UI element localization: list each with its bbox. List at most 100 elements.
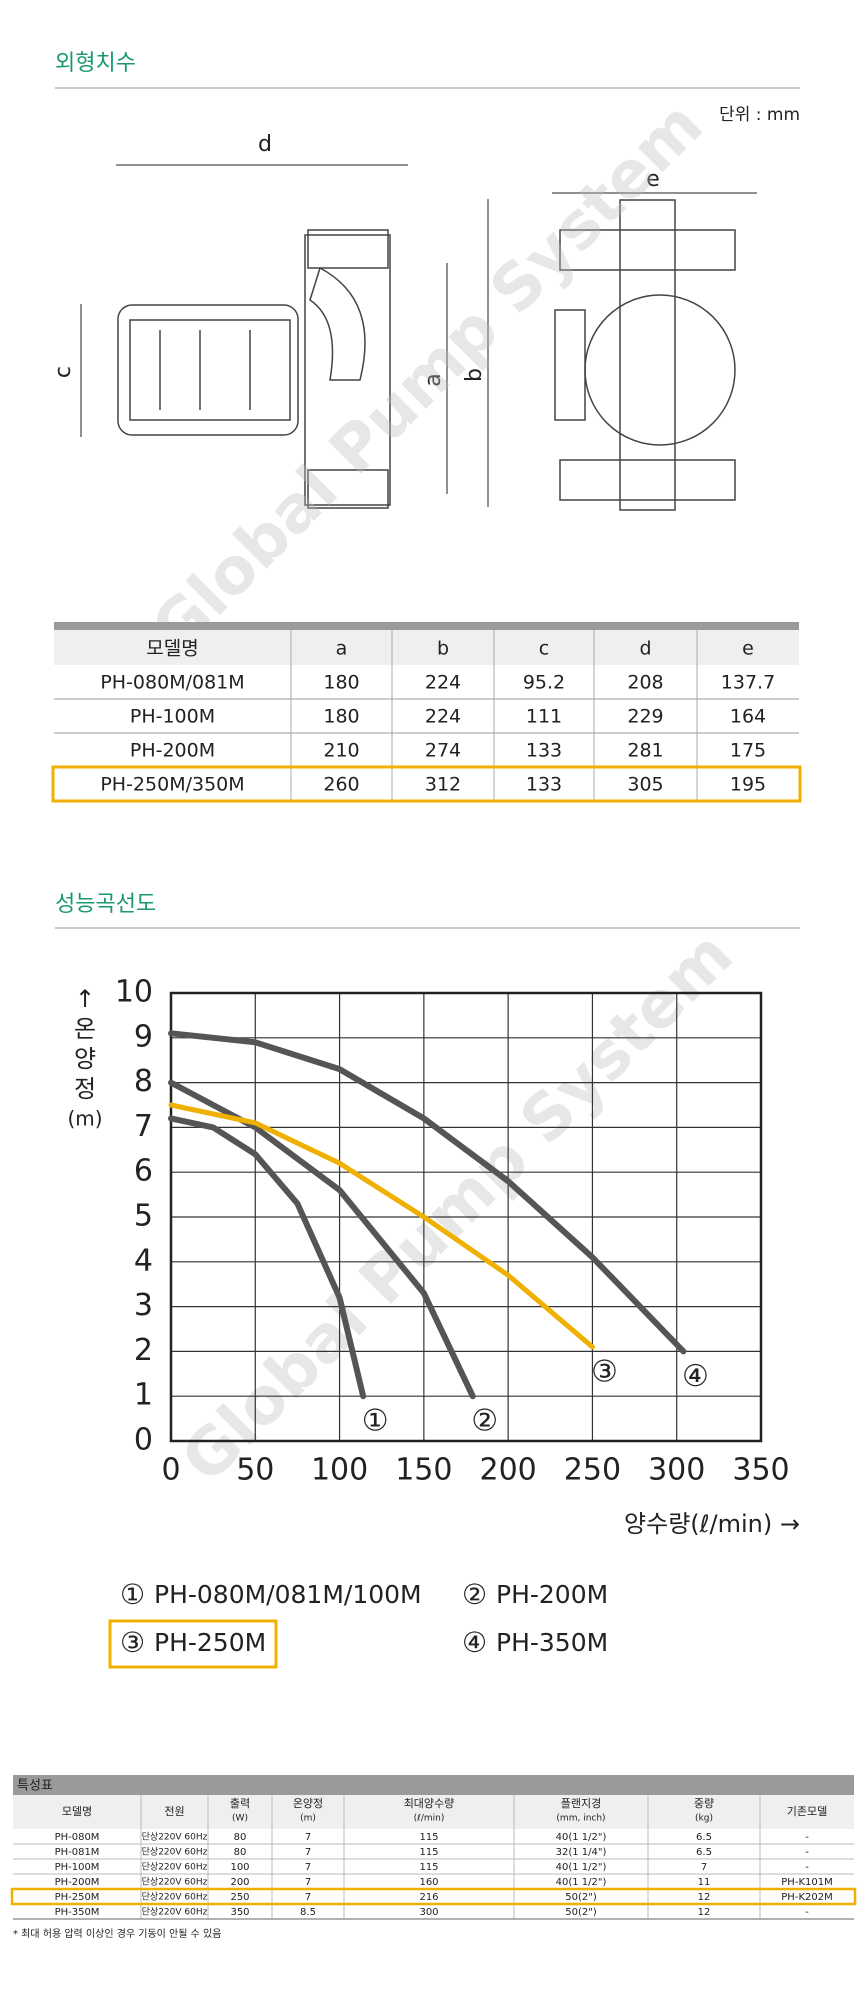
x-tick-label: 50 [236,1453,274,1488]
y-axis-label: ↑ [75,985,95,1013]
table-cell: 단상220V 60Hz [142,1907,208,1918]
column-header: 최대양수량 [404,1797,455,1810]
table-cell: 단상220V 60Hz [142,1847,208,1858]
curve [168,1102,595,1350]
watermark: Global Pump System [138,88,717,667]
table-header [13,1795,854,1829]
y-axis-label: (m) [67,1107,102,1131]
table-title: 특성표 [17,1779,53,1794]
table-cell: 8.5 [300,1907,316,1918]
table-rule [54,622,799,630]
y-tick-label: 0 [134,1423,153,1458]
table-cell: PH-100M [130,706,215,728]
table-cell: 단상220V 60Hz [142,1862,208,1873]
y-tick-label: 9 [134,1019,153,1054]
table-cell: 단상220V 60Hz [142,1892,208,1903]
table-cell: 40(1 1/2") [556,1877,607,1888]
table-cell: 115 [419,1862,438,1873]
table-cell: 단상220V 60Hz [142,1877,208,1888]
table-cell: 300 [419,1907,438,1918]
table-cell: 6.5 [696,1832,712,1843]
y-axis-label: 정 [74,1075,96,1103]
table-cell: - [805,1862,809,1873]
column-header: a [336,638,348,660]
y-axis-label: 양 [74,1045,96,1073]
column-header: 모델명 [62,1805,92,1818]
table-cell: 350 [230,1907,249,1918]
x-tick-label: 0 [161,1453,180,1488]
x-tick-label: 200 [480,1453,537,1488]
table-cell: PH-081M [55,1847,100,1858]
table-cell: 50(2") [565,1892,597,1903]
table-cell: 216 [419,1892,438,1903]
table-cell: 224 [425,706,461,728]
table-cell: 7 [305,1832,311,1843]
table-cell: 12 [698,1907,711,1918]
table-cell: 7 [305,1862,311,1873]
table-cell: 281 [627,740,663,762]
table-cell: 180 [323,706,359,728]
table-cell: 단상220V 60Hz [142,1832,208,1843]
column-header: c [539,638,549,660]
curve [168,1079,476,1400]
column-header: d [639,638,651,660]
y-tick-label: 5 [134,1199,153,1234]
x-tick-label: 100 [311,1453,368,1488]
table-cell: 175 [730,740,766,762]
footnote: * 최대 허용 압력 이상인 경우 기동이 안될 수 있음 [13,1927,221,1940]
x-tick-label: 350 [732,1453,789,1488]
legend-marker: ② [462,1578,487,1611]
section-title: 외형치수 [55,51,136,76]
table-cell: 274 [425,740,461,762]
table-cell: PH-100M [55,1862,100,1873]
y-tick-label: 2 [134,1333,153,1368]
table-cell: 164 [730,706,766,728]
table-cell: PH-080M/081M [100,672,244,694]
table-cell: PH-K101M [781,1877,832,1888]
column-header: (m) [300,1814,316,1824]
column-header: 출력 [230,1797,250,1810]
x-tick-label: 300 [648,1453,705,1488]
y-tick-label: 8 [134,1064,153,1099]
dim-label: c [51,366,76,378]
table-cell: 7 [305,1892,311,1903]
table-cell: 200 [230,1877,249,1888]
x-axis-label: 양수량(ℓ/min) → [624,1510,800,1538]
column-header: b [437,638,449,660]
legend-marker: ① [120,1578,145,1611]
table-cell: 312 [425,774,461,796]
table-cell: PH-200M [130,740,215,762]
table-cell: 111 [526,706,562,728]
table-cell: PH-350M [55,1907,100,1918]
column-header: 중량 [694,1797,714,1810]
table-cell: PH-250M/350M [100,774,244,796]
table-cell: 195 [730,774,766,796]
column-header: 기존모델 [787,1805,827,1818]
curve [168,1030,687,1355]
legend-marker: ④ [462,1626,487,1659]
legend-label: PH-200M [496,1580,608,1609]
y-tick-label: 6 [134,1154,153,1189]
curve-label: ③ [591,1354,618,1389]
table-cell: 11 [698,1877,711,1888]
column-header: (ℓ/min) [414,1814,445,1824]
column-header: (mm, inch) [556,1814,605,1824]
column-header: 온양정 [293,1797,323,1810]
column-header: 전원 [164,1805,184,1818]
legend-label: PH-250M [154,1628,266,1657]
legend-label: PH-080M/081M/100M [154,1580,422,1609]
legend-marker: ③ [120,1626,145,1659]
column-header: 모델명 [146,638,198,660]
table-cell: 100 [230,1862,249,1873]
table-cell: 32(1 1/4") [556,1847,607,1858]
table-cell: 12 [698,1892,711,1903]
table-cell: - [805,1847,809,1858]
table-cell: 80 [234,1832,247,1843]
table-cell: 133 [526,740,562,762]
y-axis-label: 온 [74,1015,96,1043]
table-cell: PH-200M [55,1877,100,1888]
table-cell: 208 [627,672,663,694]
x-tick-label: 150 [395,1453,452,1488]
table-cell: PH-080M [55,1832,100,1843]
